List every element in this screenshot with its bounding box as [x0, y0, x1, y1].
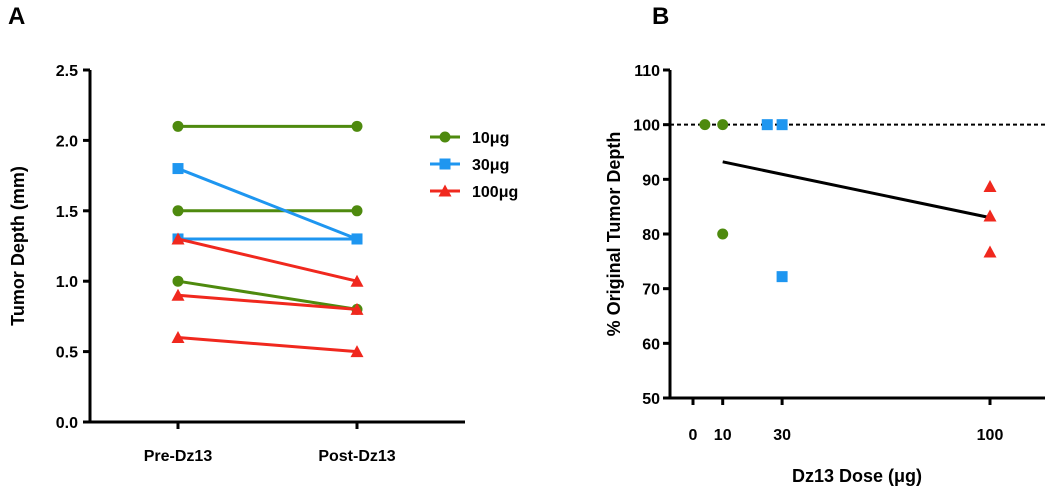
marker-square — [776, 119, 788, 131]
b-x-axis-label: Dz13 Dose (μg) — [792, 466, 922, 486]
legend-label: 10μg — [472, 130, 509, 147]
a-x-tick-label: Pre-Dz13 — [144, 448, 213, 465]
marker-square — [761, 119, 773, 131]
marker-triangle — [171, 331, 185, 344]
b-y-tick-label: 50 — [642, 391, 660, 408]
marker-circle — [717, 119, 729, 131]
marker-circle — [172, 205, 184, 217]
a-y-tick-label: 2.5 — [56, 63, 78, 80]
series-line — [177, 237, 358, 283]
a-y-axis-label: Tumor Depth (mm) — [8, 166, 28, 326]
b-x-tick-label: 30 — [773, 427, 791, 444]
marker-square — [776, 271, 788, 283]
marker-circle — [699, 119, 711, 131]
marker-triangle — [350, 302, 364, 315]
marker-triangle — [983, 245, 997, 258]
marker-circle — [351, 205, 363, 217]
marker-square — [172, 163, 184, 175]
regression-line — [722, 160, 991, 220]
marker-circle — [439, 131, 451, 143]
b-y-tick-label: 90 — [642, 172, 660, 189]
panel-b-plot: 50 60 70 80 90 100 110 0 10 30 100 — [633, 63, 1045, 444]
marker-circle — [717, 228, 729, 240]
marker-triangle — [350, 345, 364, 358]
panel-label-a: A — [8, 3, 25, 30]
marker-square — [439, 158, 451, 170]
b-x-tick-label: 10 — [714, 427, 732, 444]
marker-square — [351, 233, 363, 245]
b-x-tick-label: 0 — [689, 427, 698, 444]
series-line — [177, 167, 358, 241]
b-y-tick-label: 60 — [642, 336, 660, 353]
a-x-tick-label: Post-Dz13 — [318, 448, 395, 465]
a-y-tick-label: 0.0 — [56, 415, 78, 432]
marker-triangle — [983, 209, 997, 222]
marker-circle — [351, 120, 363, 132]
series-line — [177, 293, 358, 311]
panel-label-b: B — [652, 3, 669, 30]
a-y-tick-label: 0.5 — [56, 345, 78, 362]
legend-label: 100μg — [472, 184, 518, 201]
marker-triangle — [171, 288, 185, 301]
series-line — [177, 279, 358, 311]
panel-a-plot: 0.0 0.5 1.0 1.5 2.0 2.5 Pre-Dz13 Post-Dz13 10μg 3… — [56, 63, 519, 465]
marker-circle — [172, 275, 184, 287]
marker-triangle — [438, 184, 452, 197]
b-y-tick-label: 70 — [642, 282, 660, 299]
series-line — [177, 336, 358, 354]
b-y-tick-label: 110 — [634, 63, 660, 80]
marker-triangle — [350, 274, 364, 287]
marker-triangle — [171, 232, 185, 245]
b-y-tick-label: 80 — [642, 227, 660, 244]
marker-triangle — [983, 179, 997, 192]
b-x-tick-label: 100 — [977, 427, 1004, 444]
a-y-tick-label: 2.0 — [56, 133, 78, 150]
b-y-tick-label: 100 — [633, 118, 660, 135]
marker-circle — [172, 120, 184, 132]
a-y-tick-label: 1.0 — [56, 274, 78, 291]
b-y-axis-label: % Original Tumor Depth — [604, 132, 624, 337]
a-y-tick-label: 1.5 — [56, 204, 78, 221]
legend-label: 30μg — [472, 157, 509, 174]
